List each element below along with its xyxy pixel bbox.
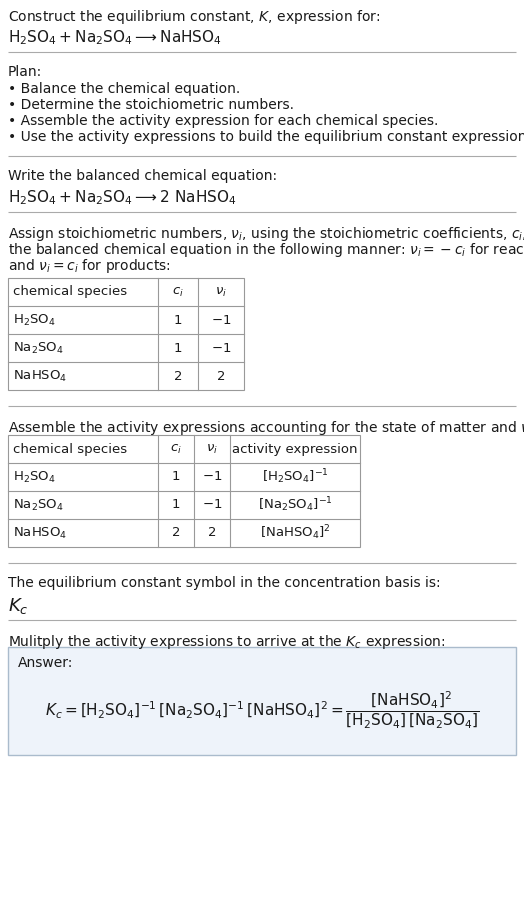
Text: and $\nu_i = c_i$ for products:: and $\nu_i = c_i$ for products: (8, 257, 171, 275)
Text: $\mathrm{H_2SO_4}$: $\mathrm{H_2SO_4}$ (13, 313, 56, 328)
Text: The equilibrium constant symbol in the concentration basis is:: The equilibrium constant symbol in the c… (8, 576, 441, 590)
Text: Assemble the activity expressions accounting for the state of matter and $\nu_i$: Assemble the activity expressions accoun… (8, 419, 524, 437)
Text: $[\mathrm{Na_2SO_4}]^{-1}$: $[\mathrm{Na_2SO_4}]^{-1}$ (258, 496, 332, 514)
Text: Write the balanced chemical equation:: Write the balanced chemical equation: (8, 169, 277, 183)
Text: $\mathrm{H_2SO_4}$: $\mathrm{H_2SO_4}$ (13, 469, 56, 485)
Text: $\nu_i$: $\nu_i$ (215, 286, 227, 298)
Text: 1: 1 (174, 341, 182, 354)
Text: Assign stoichiometric numbers, $\nu_i$, using the stoichiometric coefficients, $: Assign stoichiometric numbers, $\nu_i$, … (8, 225, 524, 243)
Text: $\mathrm{Na_2SO_4}$: $\mathrm{Na_2SO_4}$ (13, 341, 64, 356)
Text: $[\mathrm{H_2SO_4}]^{-1}$: $[\mathrm{H_2SO_4}]^{-1}$ (261, 468, 329, 487)
Text: 1: 1 (172, 470, 180, 484)
Text: $\mathrm{H_2SO_4 + Na_2SO_4 \longrightarrow NaHSO_4}$: $\mathrm{H_2SO_4 + Na_2SO_4 \longrightar… (8, 28, 222, 47)
Text: • Assemble the activity expression for each chemical species.: • Assemble the activity expression for e… (8, 114, 439, 128)
Text: $\mathrm{NaHSO_4}$: $\mathrm{NaHSO_4}$ (13, 369, 67, 384)
Text: the balanced chemical equation in the following manner: $\nu_i = -c_i$ for react: the balanced chemical equation in the fo… (8, 241, 524, 259)
Text: $c_i$: $c_i$ (170, 442, 182, 456)
Text: $\mathrm{Na_2SO_4}$: $\mathrm{Na_2SO_4}$ (13, 497, 64, 513)
Text: $K_c = [\mathrm{H_2SO_4}]^{-1}\,[\mathrm{Na_2SO_4}]^{-1}\,[\mathrm{NaHSO_4}]^{2}: $K_c = [\mathrm{H_2SO_4}]^{-1}\,[\mathrm… (45, 689, 479, 730)
Text: $-1$: $-1$ (202, 498, 222, 512)
Text: 2: 2 (172, 526, 180, 540)
Text: $[\mathrm{NaHSO_4}]^{2}$: $[\mathrm{NaHSO_4}]^{2}$ (260, 523, 330, 542)
Text: $c_i$: $c_i$ (172, 286, 184, 298)
Text: 1: 1 (172, 498, 180, 512)
Text: chemical species: chemical species (13, 286, 127, 298)
Text: chemical species: chemical species (13, 442, 127, 456)
Text: • Use the activity expressions to build the equilibrium constant expression.: • Use the activity expressions to build … (8, 130, 524, 144)
Text: $K_c$: $K_c$ (8, 596, 29, 616)
Text: 2: 2 (174, 369, 182, 383)
Text: activity expression: activity expression (232, 442, 358, 456)
Text: Construct the equilibrium constant, $K$, expression for:: Construct the equilibrium constant, $K$,… (8, 8, 380, 26)
Text: 2: 2 (217, 369, 225, 383)
Text: Answer:: Answer: (18, 656, 73, 670)
Text: $\mathrm{NaHSO_4}$: $\mathrm{NaHSO_4}$ (13, 525, 67, 541)
Text: $-1$: $-1$ (211, 314, 231, 326)
Text: Plan:: Plan: (8, 65, 42, 79)
Text: 1: 1 (174, 314, 182, 326)
Text: $\nu_i$: $\nu_i$ (206, 442, 218, 456)
Bar (8, 278, 244, 390)
Text: 2: 2 (208, 526, 216, 540)
Bar (8, 435, 360, 547)
Text: $\mathrm{H_2SO_4 + Na_2SO_4 \longrightarrow 2\ NaHSO_4}$: $\mathrm{H_2SO_4 + Na_2SO_4 \longrightar… (8, 188, 236, 206)
Text: Mulitply the activity expressions to arrive at the $K_c$ expression:: Mulitply the activity expressions to arr… (8, 633, 445, 651)
Text: $-1$: $-1$ (202, 470, 222, 484)
Bar (8, 647, 516, 755)
Text: • Balance the chemical equation.: • Balance the chemical equation. (8, 82, 240, 96)
Text: • Determine the stoichiometric numbers.: • Determine the stoichiometric numbers. (8, 98, 294, 112)
Text: $-1$: $-1$ (211, 341, 231, 354)
